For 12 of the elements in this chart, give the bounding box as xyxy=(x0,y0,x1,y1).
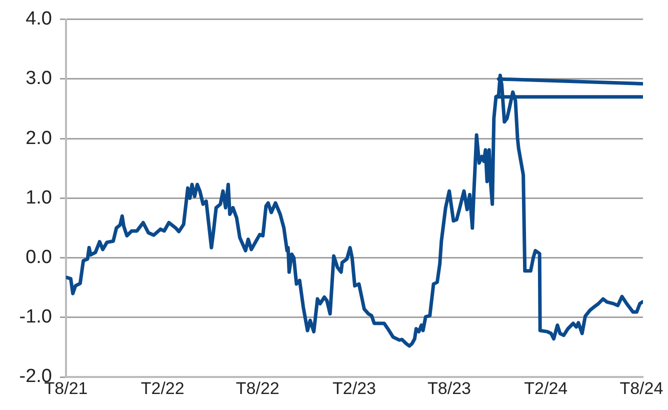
x-tick-label: T2/22 xyxy=(140,378,184,398)
y-tick-label: 0.0 xyxy=(26,247,52,268)
x-tick-label: T8/24 xyxy=(620,378,664,398)
y-tick-label: 1.0 xyxy=(26,187,52,208)
x-tick-label: T8/23 xyxy=(428,378,472,398)
y-tick-label: 4.0 xyxy=(26,8,52,30)
x-tick-label: T2/24 xyxy=(524,378,568,398)
x-tick-label: T8/22 xyxy=(236,378,280,398)
y-tick-label: 2.0 xyxy=(26,128,52,149)
y-tick-label: 3.0 xyxy=(26,68,52,90)
y-tick-label: -1.0 xyxy=(19,306,52,328)
x-tick-label: T2/23 xyxy=(332,378,376,398)
